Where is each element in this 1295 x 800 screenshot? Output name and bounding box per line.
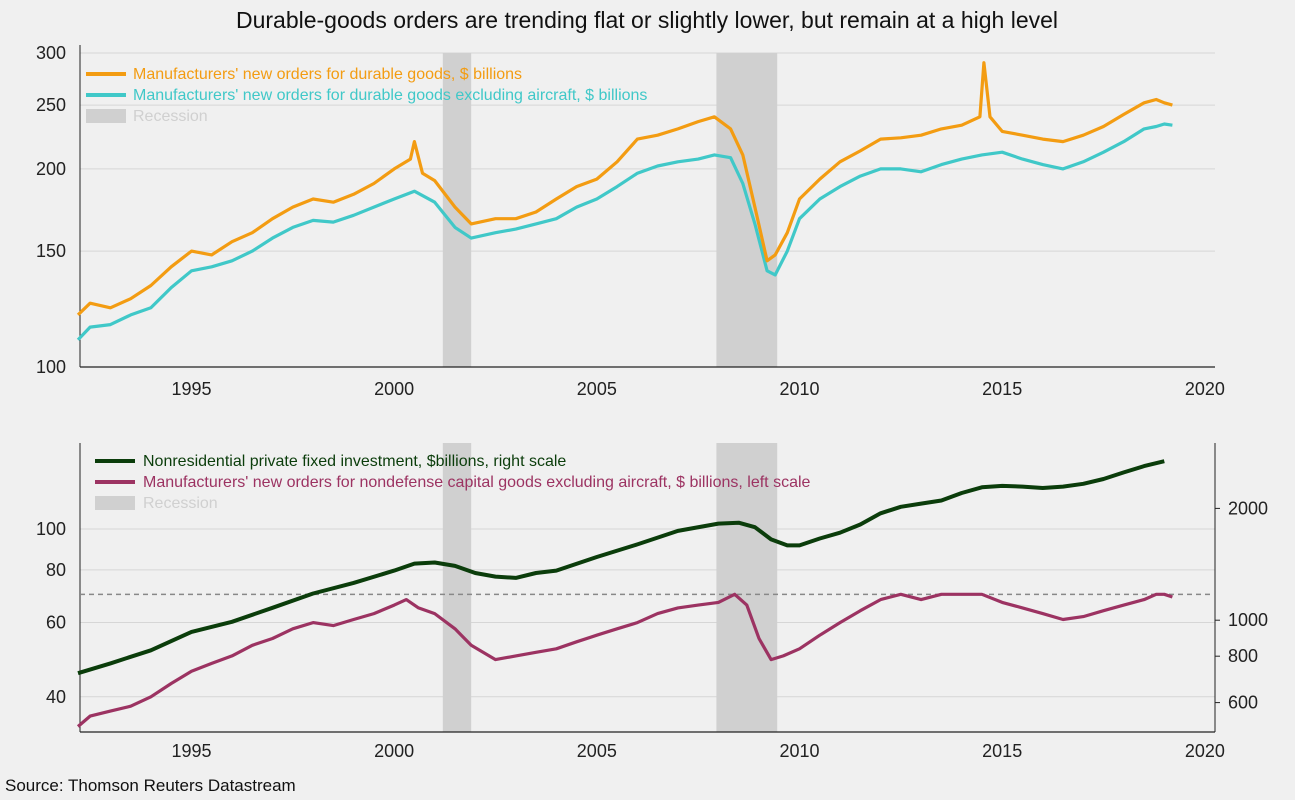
top-panel-durable-goods: 100 150 200 250 300 1995 2000 2005 2010 2015 2020… bbox=[36, 43, 1225, 399]
right-tick-label-600: 600 bbox=[1228, 693, 1258, 713]
top-panel-x-tick-labels: 1995 2000 2005 2010 2015 2020 bbox=[171, 379, 1224, 399]
recession-band-2 bbox=[716, 53, 778, 367]
x-tick-label-2005: 2005 bbox=[577, 379, 617, 399]
x-tick-label-2010: 2010 bbox=[779, 379, 819, 399]
x-tick-label-2000: 2000 bbox=[374, 741, 414, 761]
bottom-panel-series bbox=[76, 459, 1173, 728]
bottom-panel-x-tick-labels: 1995 2000 2005 2010 2015 2020 bbox=[171, 741, 1224, 761]
x-tick-label-2010: 2010 bbox=[779, 741, 819, 761]
right-tick-label-1000: 1000 bbox=[1228, 610, 1268, 630]
left-tick-label-60: 60 bbox=[46, 613, 66, 633]
legend-label-capital-goods: Manufacturers' new orders for nondefense… bbox=[143, 474, 811, 491]
bottom-panel-right-tick-labels: 600 800 1000 2000 bbox=[1215, 498, 1268, 713]
left-tick-label-40: 40 bbox=[46, 687, 66, 707]
top-panel-y-tick-labels: 100 150 200 250 300 bbox=[36, 43, 66, 377]
x-tick-label-2020: 2020 bbox=[1185, 379, 1225, 399]
y-tick-label-250: 250 bbox=[36, 95, 66, 115]
right-tick-label-800: 800 bbox=[1228, 646, 1258, 666]
series-line-durable-total bbox=[76, 61, 1173, 317]
x-tick-label-1995: 1995 bbox=[171, 741, 211, 761]
right-tick-label-2000: 2000 bbox=[1228, 498, 1268, 518]
legend-label-recession: Recession bbox=[143, 495, 218, 512]
x-tick-label-2015: 2015 bbox=[982, 379, 1022, 399]
x-tick-label-2000: 2000 bbox=[374, 379, 414, 399]
x-tick-label-1995: 1995 bbox=[171, 379, 211, 399]
y-tick-label-150: 150 bbox=[36, 241, 66, 261]
chart-title: Durable-goods orders are trending flat o… bbox=[236, 7, 1058, 33]
series-line-nonres-investment bbox=[77, 459, 1165, 676]
x-tick-label-2005: 2005 bbox=[577, 741, 617, 761]
top-panel-recession-bands bbox=[442, 53, 778, 367]
bottom-panel-recession-bands bbox=[442, 443, 778, 732]
recession-band-2 bbox=[716, 443, 778, 732]
bottom-panel-capital-goods: 40 60 80 100 600 800 1000 2000 1995 2000 2005 201… bbox=[36, 443, 1268, 761]
series-line-durable-ex-aircraft bbox=[76, 122, 1173, 341]
bottom-panel-gridlines bbox=[80, 528, 1215, 698]
legend-label-nonres-investment: Nonresidential private fixed investment,… bbox=[143, 453, 566, 470]
legend-swatch-recession bbox=[86, 109, 126, 123]
y-tick-label-300: 300 bbox=[36, 43, 66, 63]
source-note: Source: Thomson Reuters Datastream bbox=[5, 776, 296, 795]
series-line-capital-goods bbox=[76, 592, 1173, 728]
legend-label-durable-total: Manufacturers' new orders for durable go… bbox=[133, 66, 522, 83]
x-tick-label-2015: 2015 bbox=[982, 741, 1022, 761]
legend-label-recession: Recession bbox=[133, 108, 208, 125]
y-tick-label-200: 200 bbox=[36, 159, 66, 179]
recession-band-1 bbox=[442, 443, 472, 732]
y-tick-label-100: 100 bbox=[36, 357, 66, 377]
x-tick-label-2020: 2020 bbox=[1185, 741, 1225, 761]
legend-swatch-recession bbox=[95, 496, 135, 510]
top-panel-series bbox=[76, 61, 1173, 341]
legend-label-durable-ex-aircraft: Manufacturers' new orders for durable go… bbox=[133, 87, 647, 104]
bottom-panel-left-tick-labels: 40 60 80 100 bbox=[36, 519, 66, 707]
bottom-panel-legend: Nonresidential private fixed investment,… bbox=[95, 453, 811, 512]
left-tick-label-80: 80 bbox=[46, 560, 66, 580]
left-tick-label-100: 100 bbox=[36, 519, 66, 539]
top-panel-legend: Manufacturers' new orders for durable go… bbox=[86, 66, 647, 125]
